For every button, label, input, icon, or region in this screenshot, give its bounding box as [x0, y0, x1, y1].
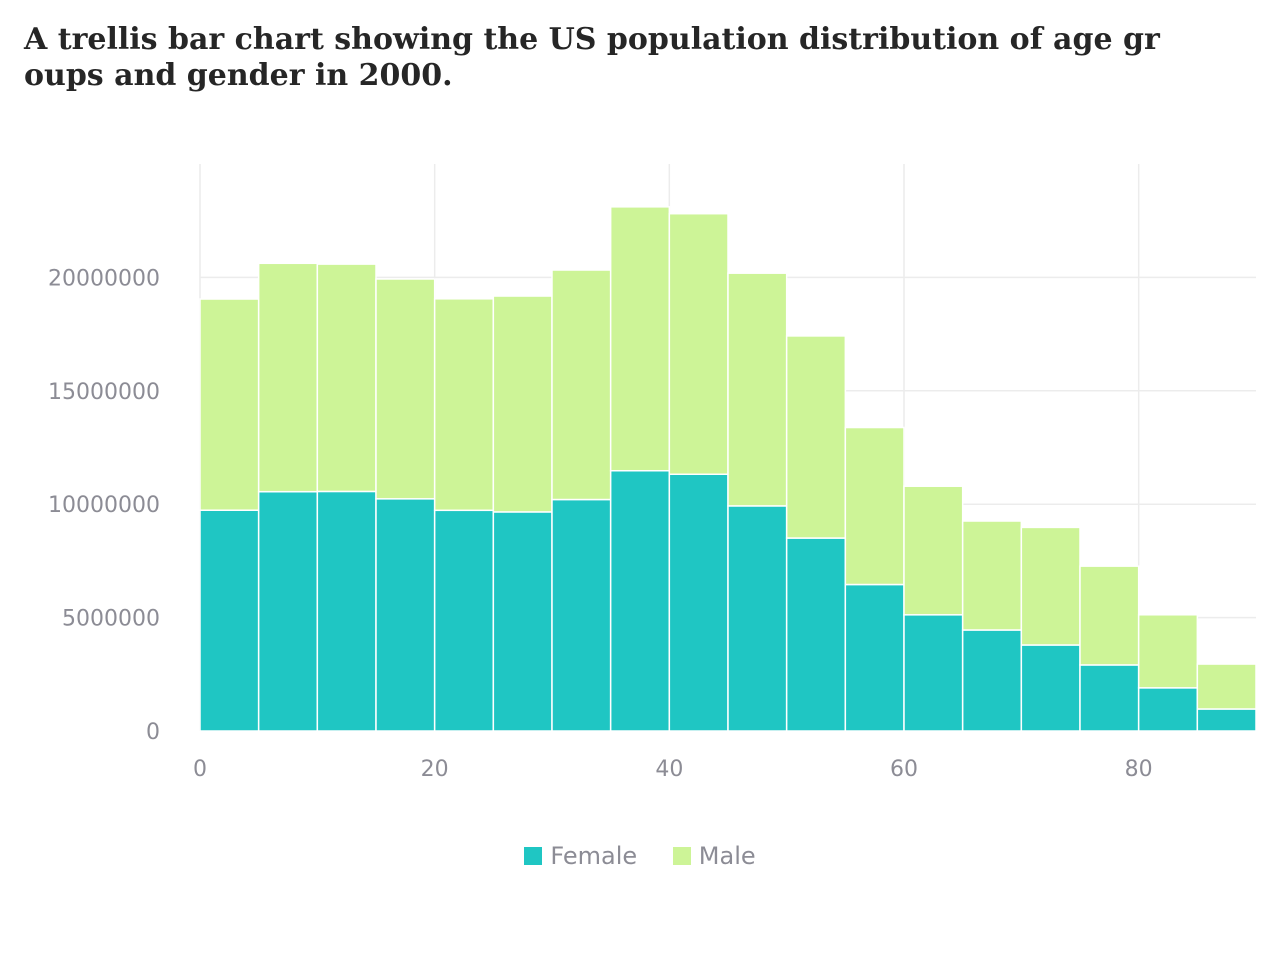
bar-male [1137, 614, 1199, 689]
y-tick-label: 5000000 [62, 607, 160, 632]
bar-male [844, 426, 905, 586]
x-tick-label: 20 [421, 757, 449, 782]
bar-male [375, 278, 436, 500]
bar-male [785, 335, 847, 539]
y-tick-label: 10000000 [48, 493, 160, 518]
x-tick-label: 80 [1125, 757, 1153, 782]
legend-swatch-female [524, 847, 543, 865]
bar-male [903, 485, 964, 616]
legend-item-female[interactable]: Female [524, 842, 637, 870]
legend-swatch-male [672, 847, 691, 865]
bar-female [668, 473, 729, 732]
legend-label-female: Female [550, 842, 638, 870]
bar-male [257, 262, 319, 493]
bar-female [316, 490, 377, 732]
legend-item-male[interactable]: Male [672, 842, 756, 870]
bar-female [1137, 687, 1199, 732]
chart-title: A trellis bar chart showing the US popul… [24, 22, 1160, 93]
bar-female [903, 614, 964, 732]
bars [199, 206, 1257, 732]
bar-female [609, 469, 671, 732]
y-axis: 0 5000000 10000000 15000000 20000000 [48, 266, 160, 745]
bar-male [727, 272, 788, 507]
bar-male [1020, 526, 1081, 646]
bar-female [433, 509, 495, 732]
bar-female [727, 505, 788, 732]
y-tick-label: 0 [146, 720, 160, 745]
bar-female [1020, 644, 1081, 732]
bar-male [668, 212, 729, 476]
legend: Female Male [0, 842, 1280, 871]
bar-female [199, 509, 260, 732]
bar-female [257, 490, 319, 732]
bar-female [961, 629, 1023, 732]
y-tick-label: 15000000 [48, 380, 160, 405]
bar-male [961, 520, 1023, 631]
x-axis: 0 20 40 60 80 [193, 757, 1153, 782]
legend-label-male: Male [698, 842, 756, 870]
x-tick-label: 0 [193, 757, 207, 782]
bar-female [1196, 708, 1257, 732]
x-tick-label: 60 [890, 757, 918, 782]
bar-male [492, 295, 553, 513]
bar-male [609, 206, 671, 472]
bar-female [785, 537, 847, 732]
bar-male [199, 298, 260, 511]
y-tick-label: 20000000 [48, 266, 160, 291]
bar-male [551, 269, 612, 501]
bar-female [551, 498, 612, 732]
bar-female [375, 498, 436, 732]
bar-male [316, 263, 377, 493]
bar-female [844, 583, 905, 732]
bar-female [1079, 664, 1140, 732]
x-tick-label: 40 [655, 757, 683, 782]
bar-female [492, 511, 553, 732]
bar-male [433, 298, 495, 512]
bar-male [1079, 565, 1140, 666]
bar-male [1196, 663, 1257, 710]
